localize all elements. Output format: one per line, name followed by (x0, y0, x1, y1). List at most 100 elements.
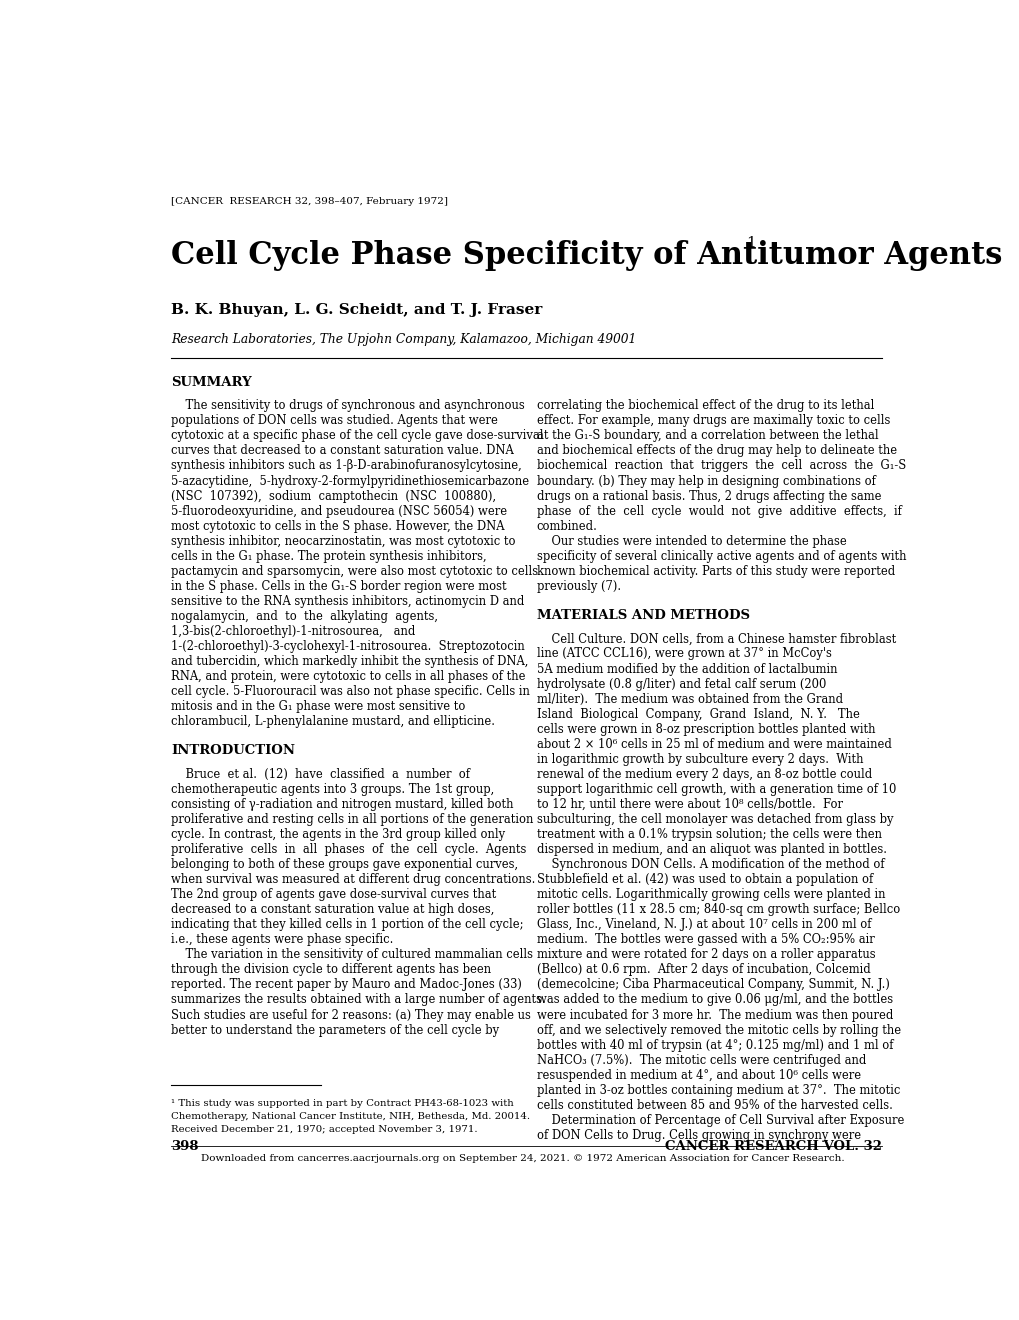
Text: when survival was measured at different drug concentrations.: when survival was measured at different … (171, 873, 535, 886)
Text: treatment with a 0.1% trypsin solution; the cells were then: treatment with a 0.1% trypsin solution; … (536, 828, 880, 841)
Text: reported. The recent paper by Mauro and Madoc-Jones (33): reported. The recent paper by Mauro and … (171, 978, 522, 991)
Text: medium.  The bottles were gassed with a 5% CO₂:95% air: medium. The bottles were gassed with a 5… (536, 933, 873, 946)
Text: Determination of Percentage of Cell Survival after Exposure: Determination of Percentage of Cell Surv… (536, 1114, 903, 1127)
Text: pactamycin and sparsomycin, were also most cytotoxic to cells: pactamycin and sparsomycin, were also mo… (171, 565, 538, 578)
Text: Cell Culture. DON cells, from a Chinese hamster fibroblast: Cell Culture. DON cells, from a Chinese … (536, 632, 895, 645)
Text: in logarithmic growth by subculture every 2 days.  With: in logarithmic growth by subculture ever… (536, 752, 862, 766)
Text: about 2 × 10⁶ cells in 25 ml of medium and were maintained: about 2 × 10⁶ cells in 25 ml of medium a… (536, 738, 891, 751)
Text: proliferative and resting cells in all portions of the generation: proliferative and resting cells in all p… (171, 813, 533, 826)
Text: Glass, Inc., Vineland, N. J.) at about 10⁷ cells in 200 ml of: Glass, Inc., Vineland, N. J.) at about 1… (536, 919, 870, 932)
Text: belonging to both of these groups gave exponential curves,: belonging to both of these groups gave e… (171, 858, 518, 871)
Text: chlorambucil, L-phenylalanine mustard, and ellipticine.: chlorambucil, L-phenylalanine mustard, a… (171, 715, 494, 729)
Text: 5-fluorodeoxyuridine, and pseudourea (NSC 56054) were: 5-fluorodeoxyuridine, and pseudourea (NS… (171, 504, 506, 517)
Text: synthesis inhibitor, neocarzinostatin, was most cytotoxic to: synthesis inhibitor, neocarzinostatin, w… (171, 535, 515, 548)
Text: dispersed in medium, and an aliquot was planted in bottles.: dispersed in medium, and an aliquot was … (536, 843, 886, 857)
Text: renewal of the medium every 2 days, an 8-oz bottle could: renewal of the medium every 2 days, an 8… (536, 768, 871, 781)
Text: chemotherapeutic agents into 3 groups. The 1st group,: chemotherapeutic agents into 3 groups. T… (171, 783, 494, 796)
Text: mixture and were rotated for 2 days on a roller apparatus: mixture and were rotated for 2 days on a… (536, 948, 874, 961)
Text: mitotic cells. Logarithmically growing cells were planted in: mitotic cells. Logarithmically growing c… (536, 888, 884, 902)
Text: to 12 hr, until there were about 10⁸ cells/bottle.  For: to 12 hr, until there were about 10⁸ cel… (536, 797, 842, 810)
Text: SUMMARY: SUMMARY (171, 376, 252, 389)
Text: previously (7).: previously (7). (536, 579, 621, 593)
Text: cell cycle. 5-Fluorouracil was also not phase specific. Cells in: cell cycle. 5-Fluorouracil was also not … (171, 685, 529, 698)
Text: Downloaded from cancerres.aacrjournals.org on September 24, 2021. © 1972 America: Downloaded from cancerres.aacrjournals.o… (201, 1155, 844, 1163)
Text: Chemotherapy, National Cancer Institute, NIH, Bethesda, Md. 20014.: Chemotherapy, National Cancer Institute,… (171, 1111, 530, 1121)
Text: decreased to a constant saturation value at high doses,: decreased to a constant saturation value… (171, 903, 494, 916)
Text: The sensitivity to drugs of synchronous and asynchronous: The sensitivity to drugs of synchronous … (171, 399, 524, 412)
Text: (Bellco) at 0.6 rpm.  After 2 days of incubation, Colcemid: (Bellco) at 0.6 rpm. After 2 days of inc… (536, 964, 869, 977)
Text: populations of DON cells was studied. Agents that were: populations of DON cells was studied. Ag… (171, 414, 497, 428)
Text: ¹ This study was supported in part by Contract PH43-68-1023 with: ¹ This study was supported in part by Co… (171, 1098, 514, 1107)
Text: cytotoxic at a specific phase of the cell cycle gave dose-survival: cytotoxic at a specific phase of the cel… (171, 429, 543, 442)
Text: drugs on a rational basis. Thus, 2 drugs affecting the same: drugs on a rational basis. Thus, 2 drugs… (536, 490, 880, 503)
Text: NaHCO₃ (7.5%).  The mitotic cells were centrifuged and: NaHCO₃ (7.5%). The mitotic cells were ce… (536, 1053, 865, 1067)
Text: 1,3-bis(2-chloroethyl)-1-nitrosourea,   and: 1,3-bis(2-chloroethyl)-1-nitrosourea, an… (171, 624, 415, 638)
Text: most cytotoxic to cells in the S phase. However, the DNA: most cytotoxic to cells in the S phase. … (171, 520, 504, 533)
Text: [CANCER  RESEARCH 32, 398–407, February 1972]: [CANCER RESEARCH 32, 398–407, February 1… (171, 197, 447, 206)
Text: combined.: combined. (536, 520, 597, 533)
Text: summarizes the results obtained with a large number of agents.: summarizes the results obtained with a l… (171, 994, 545, 1006)
Text: subculturing, the cell monolayer was detached from glass by: subculturing, the cell monolayer was det… (536, 813, 893, 826)
Text: The variation in the sensitivity of cultured mammalian cells: The variation in the sensitivity of cult… (171, 948, 533, 961)
Text: Island  Biological  Company,  Grand  Island,  N. Y.   The: Island Biological Company, Grand Island,… (536, 708, 859, 721)
Text: B. K. Bhuyan, L. G. Scheidt, and T. J. Fraser: B. K. Bhuyan, L. G. Scheidt, and T. J. F… (171, 302, 542, 317)
Text: 1-(2-chloroethyl)-3-cyclohexyl-1-nitrosourea.  Streptozotocin: 1-(2-chloroethyl)-3-cyclohexyl-1-nitroso… (171, 640, 524, 653)
Text: (demecolcine; Ciba Pharmaceutical Company, Summit, N. J.): (demecolcine; Ciba Pharmaceutical Compan… (536, 978, 889, 991)
Text: cells were grown in 8-oz prescription bottles planted with: cells were grown in 8-oz prescription bo… (536, 723, 874, 735)
Text: and tubercidin, which markedly inhibit the synthesis of DNA,: and tubercidin, which markedly inhibit t… (171, 655, 528, 668)
Text: bottles with 40 ml of trypsin (at 4°; 0.125 mg/ml) and 1 ml of: bottles with 40 ml of trypsin (at 4°; 0.… (536, 1039, 893, 1052)
Text: synthesis inhibitors such as 1-β-D-arabinofuranosylcytosine,: synthesis inhibitors such as 1-β-D-arabi… (171, 459, 521, 473)
Text: cycle. In contrast, the agents in the 3rd group killed only: cycle. In contrast, the agents in the 3r… (171, 828, 504, 841)
Text: i.e., these agents were phase specific.: i.e., these agents were phase specific. (171, 933, 393, 946)
Text: better to understand the parameters of the cell cycle by: better to understand the parameters of t… (171, 1023, 498, 1036)
Text: at the G₁-S boundary, and a correlation between the lethal: at the G₁-S boundary, and a correlation … (536, 429, 877, 442)
Text: effect. For example, many drugs are maximally toxic to cells: effect. For example, many drugs are maxi… (536, 414, 890, 428)
Text: through the division cycle to different agents has been: through the division cycle to different … (171, 964, 490, 977)
Text: biochemical  reaction  that  triggers  the  cell  across  the  G₁-S: biochemical reaction that triggers the c… (536, 459, 905, 473)
Text: ml/liter).  The medium was obtained from the Grand: ml/liter). The medium was obtained from … (536, 693, 842, 706)
Text: 5A medium modified by the addition of lactalbumin: 5A medium modified by the addition of la… (536, 663, 837, 676)
Text: consisting of γ-radiation and nitrogen mustard, killed both: consisting of γ-radiation and nitrogen m… (171, 797, 513, 810)
Text: CANCER RESEARCH VOL. 32: CANCER RESEARCH VOL. 32 (664, 1140, 881, 1154)
Text: planted in 3-oz bottles containing medium at 37°.  The mitotic: planted in 3-oz bottles containing mediu… (536, 1084, 899, 1097)
Text: Received December 21, 1970; accepted November 3, 1971.: Received December 21, 1970; accepted Nov… (171, 1125, 477, 1134)
Text: were incubated for 3 more hr.  The medium was then poured: were incubated for 3 more hr. The medium… (536, 1008, 892, 1022)
Text: specificity of several clinically active agents and of agents with: specificity of several clinically active… (536, 549, 905, 562)
Text: 398: 398 (171, 1140, 199, 1154)
Text: Synchronous DON Cells. A modification of the method of: Synchronous DON Cells. A modification of… (536, 858, 883, 871)
Text: The 2nd group of agents gave dose-survival curves that: The 2nd group of agents gave dose-surviv… (171, 888, 495, 902)
Text: proliferative  cells  in  all  phases  of  the  cell  cycle.  Agents: proliferative cells in all phases of the… (171, 843, 526, 857)
Text: of DON Cells to Drug. Cells growing in synchrony were: of DON Cells to Drug. Cells growing in s… (536, 1129, 860, 1142)
Text: phase  of  the  cell  cycle  would  not  give  additive  effects,  if: phase of the cell cycle would not give a… (536, 504, 901, 517)
Text: Stubblefield et al. (42) was used to obtain a population of: Stubblefield et al. (42) was used to obt… (536, 873, 872, 886)
Text: and biochemical effects of the drug may help to delineate the: and biochemical effects of the drug may … (536, 445, 896, 458)
Text: Our studies were intended to determine the phase: Our studies were intended to determine t… (536, 535, 846, 548)
Text: cells in the G₁ phase. The protein synthesis inhibitors,: cells in the G₁ phase. The protein synth… (171, 549, 486, 562)
Text: 1: 1 (746, 236, 755, 249)
Text: hydrolysate (0.8 g/liter) and fetal calf serum (200: hydrolysate (0.8 g/liter) and fetal calf… (536, 677, 825, 690)
Text: (NSC  107392),  sodium  camptothecin  (NSC  100880),: (NSC 107392), sodium camptothecin (NSC 1… (171, 490, 495, 503)
Text: Such studies are useful for 2 reasons: (a) They may enable us: Such studies are useful for 2 reasons: (… (171, 1008, 530, 1022)
Text: known biochemical activity. Parts of this study were reported: known biochemical activity. Parts of thi… (536, 565, 894, 578)
Text: resuspended in medium at 4°, and about 10⁶ cells were: resuspended in medium at 4°, and about 1… (536, 1069, 860, 1081)
Text: nogalamycin,  and  to  the  alkylating  agents,: nogalamycin, and to the alkylating agent… (171, 610, 437, 623)
Text: support logarithmic cell growth, with a generation time of 10: support logarithmic cell growth, with a … (536, 783, 895, 796)
Text: line (ATCC CCL16), were grown at 37° in McCoy's: line (ATCC CCL16), were grown at 37° in … (536, 648, 830, 660)
Text: off, and we selectively removed the mitotic cells by rolling the: off, and we selectively removed the mito… (536, 1023, 900, 1036)
Text: correlating the biochemical effect of the drug to its lethal: correlating the biochemical effect of th… (536, 399, 873, 412)
Text: Research Laboratories, The Upjohn Company, Kalamazoo, Michigan 49001: Research Laboratories, The Upjohn Compan… (171, 333, 636, 346)
Text: sensitive to the RNA synthesis inhibitors, actinomycin D and: sensitive to the RNA synthesis inhibitor… (171, 595, 524, 607)
Text: Bruce  et al.  (12)  have  classified  a  number  of: Bruce et al. (12) have classified a numb… (171, 768, 470, 781)
Text: Cell Cycle Phase Specificity of Antitumor Agents: Cell Cycle Phase Specificity of Antitumo… (171, 240, 1002, 271)
Text: RNA, and protein, were cytotoxic to cells in all phases of the: RNA, and protein, were cytotoxic to cell… (171, 671, 525, 682)
Text: curves that decreased to a constant saturation value. DNA: curves that decreased to a constant satu… (171, 445, 514, 458)
Text: mitosis and in the G₁ phase were most sensitive to: mitosis and in the G₁ phase were most se… (171, 700, 465, 713)
Text: MATERIALS AND METHODS: MATERIALS AND METHODS (536, 609, 749, 622)
Text: in the S phase. Cells in the G₁-S border region were most: in the S phase. Cells in the G₁-S border… (171, 579, 506, 593)
Text: roller bottles (11 x 28.5 cm; 840-sq cm growth surface; Bellco: roller bottles (11 x 28.5 cm; 840-sq cm … (536, 903, 899, 916)
Text: INTRODUCTION: INTRODUCTION (171, 744, 294, 758)
Text: was added to the medium to give 0.06 μg/ml, and the bottles: was added to the medium to give 0.06 μg/… (536, 994, 892, 1006)
Text: boundary. (b) They may help in designing combinations of: boundary. (b) They may help in designing… (536, 474, 874, 487)
Text: 5-azacytidine,  5-hydroxy-2-formylpyridinethiosemicarbazone: 5-azacytidine, 5-hydroxy-2-formylpyridin… (171, 474, 529, 487)
Text: cells constituted between 85 and 95% of the harvested cells.: cells constituted between 85 and 95% of … (536, 1098, 892, 1111)
